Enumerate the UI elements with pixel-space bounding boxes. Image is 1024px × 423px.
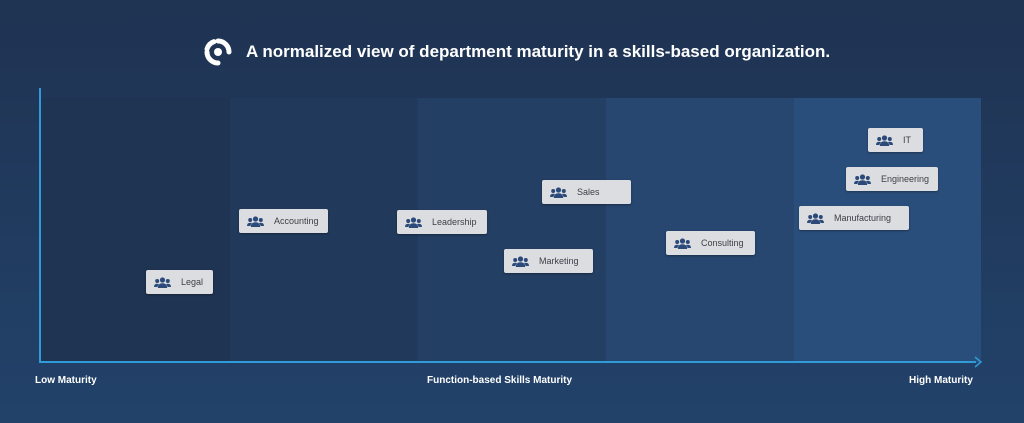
department-card-legal: Legal (146, 270, 213, 294)
department-label: Manufacturing (834, 213, 892, 223)
department-card-manufacturing: Manufacturing (799, 206, 909, 230)
axis-label-mid: Function-based Skills Maturity (427, 375, 573, 386)
department-card-marketing: Marketing (504, 249, 593, 273)
x-axis-line (39, 361, 976, 363)
people-group-icon (550, 186, 567, 198)
department-label: Accounting (274, 216, 319, 226)
people-group-icon (876, 134, 893, 146)
department-card-leadership: Leadership (397, 210, 487, 234)
maturity-band-4 (606, 98, 794, 363)
y-axis-line (39, 88, 41, 362)
header: A normalized view of department maturity… (204, 38, 830, 66)
department-label: Leadership (432, 217, 477, 227)
people-group-icon (854, 173, 871, 185)
x-axis-arrow-icon (974, 356, 983, 368)
people-group-icon (512, 255, 529, 267)
department-card-it: IT (868, 128, 923, 152)
department-label: Sales (577, 187, 600, 197)
department-label: Engineering (881, 174, 930, 184)
department-card-engineering: Engineering (846, 167, 938, 191)
department-label: IT (903, 135, 911, 145)
department-card-accounting: Accounting (239, 209, 328, 233)
people-group-icon (154, 276, 171, 288)
department-label: Consulting (701, 238, 744, 248)
axis-label-low: Low Maturity (35, 375, 97, 386)
axis-label-high: High Maturity (909, 375, 973, 386)
department-card-sales: Sales (542, 180, 631, 204)
maturity-band-1 (41, 98, 230, 363)
people-group-icon (247, 215, 264, 227)
brand-logo-icon (204, 38, 232, 66)
people-group-icon (405, 216, 422, 228)
department-card-consulting: Consulting (666, 231, 755, 255)
department-label: Legal (181, 277, 204, 287)
page-title: A normalized view of department maturity… (246, 42, 831, 61)
people-group-icon (674, 237, 691, 249)
department-label: Marketing (539, 256, 579, 266)
people-group-icon (807, 212, 824, 224)
